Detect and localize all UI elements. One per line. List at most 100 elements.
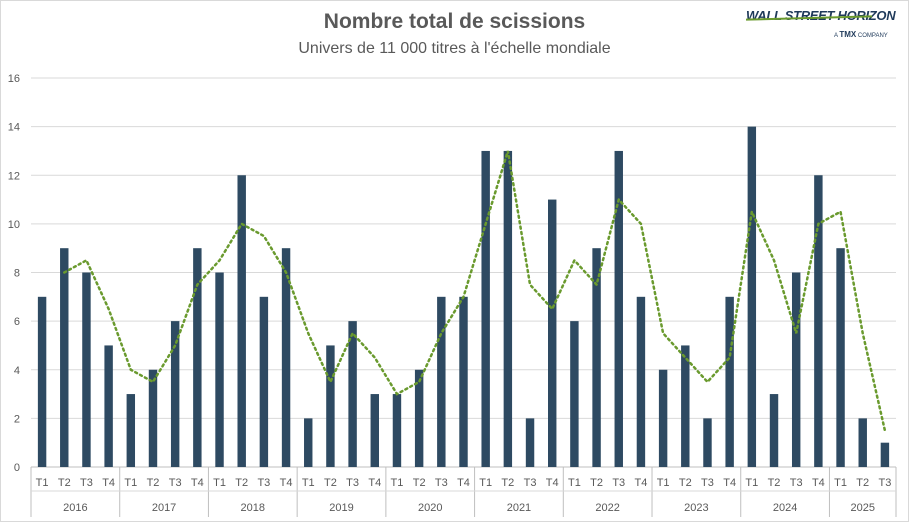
year-tick-label: 2016 <box>63 502 87 514</box>
bar <box>570 321 579 467</box>
quarter-tick-label: T1 <box>745 477 758 489</box>
year-tick-label: 2019 <box>329 502 353 514</box>
bar <box>259 296 269 467</box>
year-tick-label: 2020 <box>418 502 442 514</box>
year-tick-label: 2024 <box>773 502 797 514</box>
quarter-tick-label: T4 <box>723 477 736 489</box>
bar <box>170 321 180 467</box>
bar <box>392 394 402 467</box>
quarter-tick-label: T2 <box>856 477 869 489</box>
quarter-tick-label: T2 <box>324 477 337 489</box>
bar <box>703 418 712 467</box>
quarter-tick-label: T1 <box>834 477 847 489</box>
quarter-tick-label: T4 <box>635 477 648 489</box>
bar <box>215 272 224 467</box>
bar <box>326 345 335 467</box>
bar <box>82 272 91 467</box>
quarter-tick-label: T1 <box>124 477 137 489</box>
quarter-tick-label: T4 <box>191 477 204 489</box>
y-tick-label: 8 <box>14 268 20 280</box>
chart-title: Nombre total de scissions <box>323 10 586 33</box>
bar <box>414 369 424 467</box>
y-tick-label: 4 <box>14 365 20 377</box>
quarter-tick-label: T2 <box>58 477 71 489</box>
bar <box>104 345 113 467</box>
quarter-tick-label: T4 <box>812 477 825 489</box>
bar <box>126 394 136 467</box>
y-tick-label: 16 <box>8 73 20 85</box>
chart-subtitle: Univers de 11 000 titres à l'échelle mon… <box>298 40 611 57</box>
quarter-tick-label: T1 <box>36 477 49 489</box>
quarter-tick-label: T3 <box>701 477 714 489</box>
quarter-tick-label: T1 <box>302 477 315 489</box>
quarter-tick-label: T3 <box>169 477 182 489</box>
year-tick-label: 2023 <box>684 502 708 514</box>
bar <box>814 175 823 467</box>
bar <box>148 369 158 467</box>
quarter-tick-label: T1 <box>568 477 581 489</box>
quarter-tick-label: T3 <box>80 477 93 489</box>
bar <box>237 175 246 467</box>
quarter-tick-label: T3 <box>878 477 891 489</box>
bar <box>60 248 69 467</box>
bar <box>437 296 446 467</box>
bar <box>281 248 291 467</box>
y-tick-label: 12 <box>8 170 20 182</box>
bar <box>548 199 557 467</box>
year-tick-label: 2021 <box>507 502 531 514</box>
bar <box>836 248 845 467</box>
year-tick-label: 2018 <box>241 502 265 514</box>
bar <box>592 248 601 467</box>
quarter-tick-label: T4 <box>368 477 381 489</box>
bar <box>769 394 779 467</box>
quarter-tick-label: T3 <box>524 477 537 489</box>
bar <box>370 394 379 467</box>
year-tick-label: 2025 <box>850 502 874 514</box>
bar <box>725 296 734 467</box>
y-tick-label: 0 <box>14 462 20 474</box>
bar <box>459 296 468 467</box>
year-tick-label: 2017 <box>152 502 176 514</box>
year-tick-label: 2022 <box>595 502 619 514</box>
bar <box>193 248 202 467</box>
y-tick-label: 2 <box>14 413 20 425</box>
bar <box>747 126 757 467</box>
wall-street-horizon-logo: WALL STREET HORIZON A TMX COMPANY <box>745 8 896 42</box>
bar <box>636 296 646 467</box>
logo-tagline-prefix: A <box>834 33 838 39</box>
quarter-tick-label: T1 <box>391 477 404 489</box>
bar <box>525 418 535 467</box>
quarter-tick-label: T2 <box>235 477 248 489</box>
logo-tagline: A TMX COMPANY <box>834 30 888 39</box>
logo-tagline-suffix: COMPANY <box>857 33 888 39</box>
quarter-tick-label: T1 <box>213 477 226 489</box>
quarter-tick-label: T1 <box>657 477 670 489</box>
quarter-tick-label: T4 <box>280 477 293 489</box>
quarter-tick-label: T1 <box>479 477 492 489</box>
bar <box>481 150 490 467</box>
bar <box>880 442 890 467</box>
y-tick-label: 14 <box>8 122 20 134</box>
quarter-tick-label: T2 <box>590 477 603 489</box>
quarter-tick-label: T2 <box>768 477 781 489</box>
quarter-tick-label: T4 <box>102 477 115 489</box>
quarter-tick-label: T3 <box>346 477 359 489</box>
quarter-tick-label: T4 <box>546 477 559 489</box>
quarter-tick-label: T2 <box>501 477 514 489</box>
bar <box>503 150 513 467</box>
quarter-tick-label: T3 <box>790 477 803 489</box>
quarter-tick-label: T2 <box>679 477 692 489</box>
bar <box>614 150 623 467</box>
y-tick-label: 6 <box>14 316 20 328</box>
quarter-tick-label: T3 <box>257 477 270 489</box>
bar <box>791 272 801 467</box>
moving-average-line <box>63 150 887 432</box>
logo-tagline-brand: TMX <box>839 30 857 39</box>
bar <box>658 369 668 467</box>
bar <box>858 418 867 467</box>
bar <box>681 345 690 467</box>
quarter-tick-label: T2 <box>413 477 426 489</box>
bar <box>304 418 313 467</box>
quarter-tick-label: T3 <box>435 477 448 489</box>
